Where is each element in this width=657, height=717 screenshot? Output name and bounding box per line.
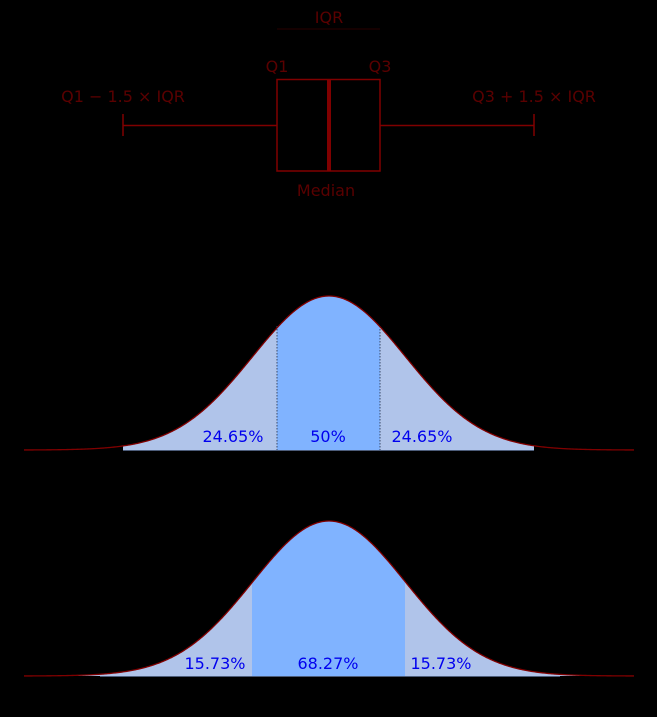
normal-curve-quartiles: 24.65% 50% 24.65% [23,295,635,451]
left-tail-region [24,521,252,676]
lower-whisker-label: Q1 − 1.5 × IQR [61,87,185,106]
boxplot: IQR Q1 Q3 Q1 − 1.5 × IQR Q3 + 1.5 × IQR … [61,8,596,200]
middle-region [252,521,405,676]
right-tail-percent: 15.73% [410,654,471,673]
density-curve [23,295,635,451]
normal-curve-sigma: 15.73% 68.27% 15.73% [23,520,635,677]
median-label: Median [297,181,355,200]
q1-label: Q1 [266,57,289,76]
upper-whisker-label: Q3 + 1.5 × IQR [472,87,596,106]
middle-percent: 50% [310,427,346,446]
left-tail-percent: 24.65% [202,427,263,446]
right-tail-region [380,296,534,450]
right-tail-region [405,521,634,676]
middle-percent: 68.27% [297,654,358,673]
middle-region [277,296,380,450]
left-tail-region [123,296,277,450]
q3-label: Q3 [369,57,392,76]
left-tail-percent: 15.73% [184,654,245,673]
right-tail-percent: 24.65% [391,427,452,446]
iqr-label: IQR [315,8,343,27]
density-curve [23,520,635,677]
